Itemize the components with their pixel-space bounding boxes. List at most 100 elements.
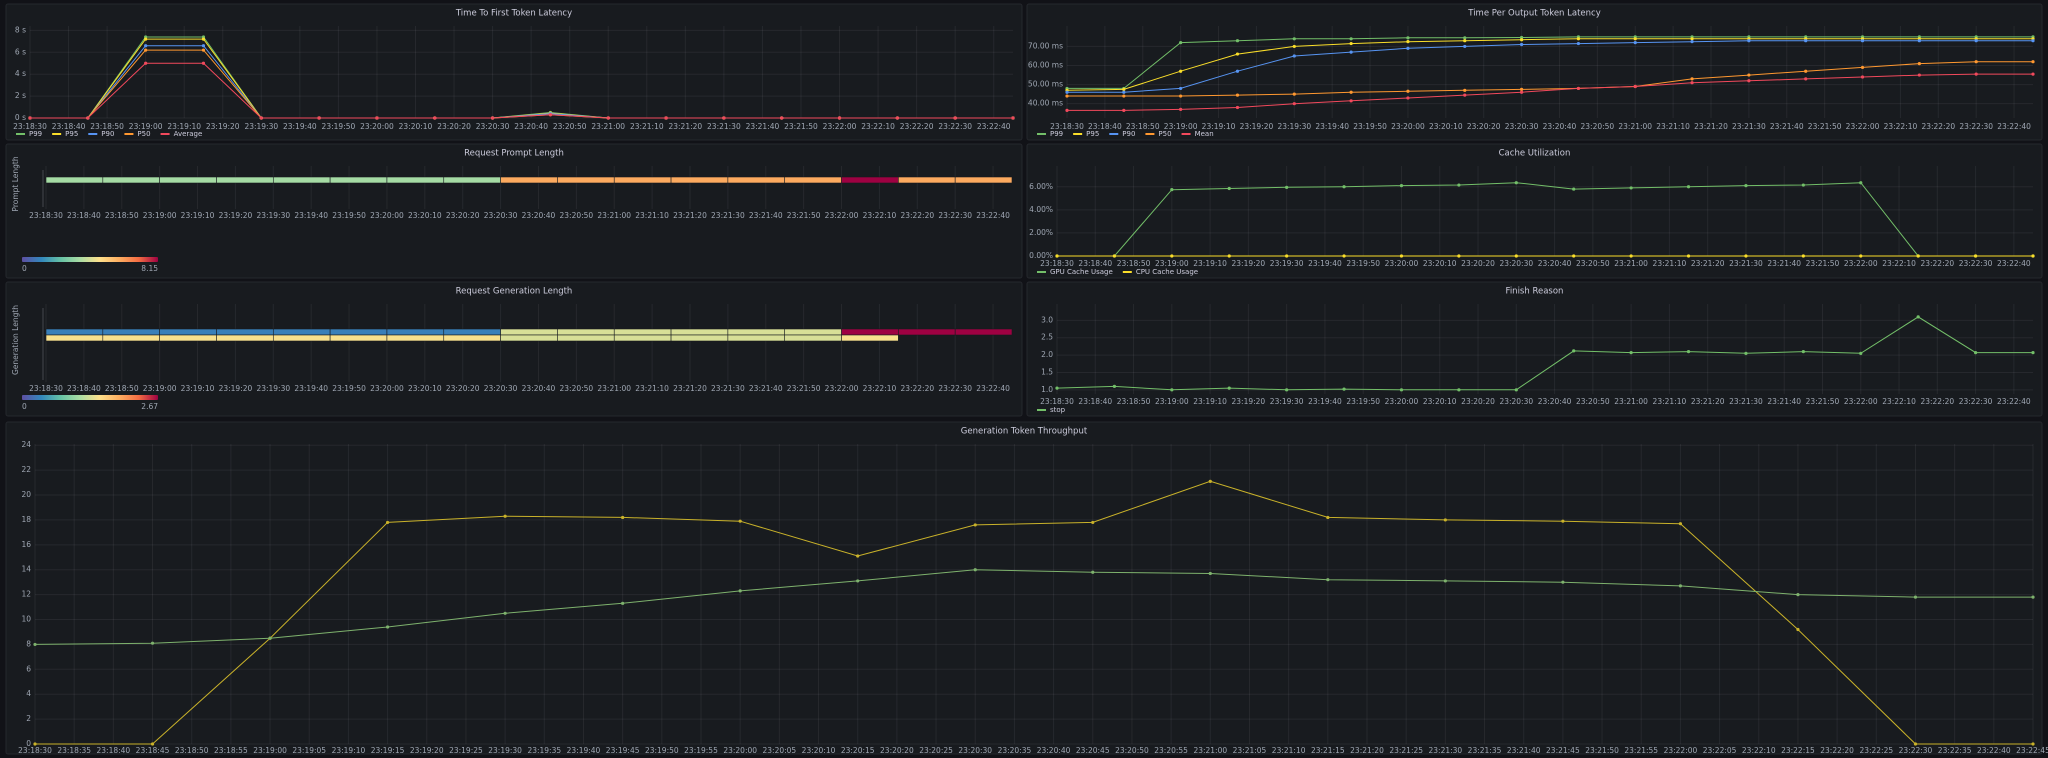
- y-tick-label: 4: [26, 689, 31, 698]
- x-tick-label: 23:18:40: [52, 122, 86, 131]
- x-tick-label: 23:22:20: [900, 384, 934, 393]
- series-line: [1067, 61, 2033, 97]
- y-tick-label: 0 s: [15, 113, 26, 122]
- x-tick-label: 23:21:00: [1193, 746, 1227, 755]
- data-point: [1065, 94, 1069, 98]
- data-point: [1974, 72, 1978, 76]
- data-point: [1399, 254, 1404, 258]
- heatmap-cell: [272, 334, 331, 342]
- x-tick-label: 23:20:00: [1391, 122, 1425, 131]
- series-line: [34, 569, 2033, 645]
- data-point: [1292, 54, 1296, 58]
- x-tick-label: 23:22:25: [1859, 746, 1893, 755]
- y-axis-label: Generation Length: [11, 305, 20, 375]
- panel: [5, 3, 1023, 141]
- x-tick-label: 23:19:50: [1353, 122, 1387, 131]
- data-point: [1514, 388, 1518, 392]
- heatmap-cell: [841, 176, 899, 184]
- data-point: [1443, 579, 1447, 583]
- data-point: [1112, 254, 1117, 258]
- data-point: [1463, 44, 1467, 49]
- x-tick-label: 23:22:40: [1997, 397, 2031, 406]
- x-tick-label: 23:19:00: [1164, 122, 1198, 131]
- heatmap-cell: [216, 334, 274, 342]
- x-tick-label: 23:18:30: [29, 211, 63, 220]
- data-point: [1227, 186, 1231, 191]
- x-tick-label: 23:19:00: [1155, 259, 1189, 268]
- series-line: [1056, 316, 2033, 391]
- data-point: [1170, 254, 1174, 258]
- x-tick-label: 23:22:10: [861, 122, 895, 131]
- data-point: [1686, 185, 1691, 189]
- x-tick-label: 23:22:05: [1703, 746, 1737, 755]
- data-point: [33, 642, 37, 647]
- x-tick-label: 23:18:30: [1050, 122, 1084, 131]
- x-tick-label: 23:19:40: [294, 211, 328, 220]
- data-point: [144, 37, 148, 41]
- x-tick-label: 23:19:50: [1346, 259, 1380, 268]
- heatmap-cell: [329, 328, 388, 336]
- x-tick-label: 23:20:50: [560, 384, 594, 393]
- x-tick-label: 23:21:10: [1656, 122, 1690, 131]
- data-point: [1859, 351, 1863, 355]
- x-tick-label: 23:22:20: [1920, 259, 1954, 268]
- x-tick-label: 23:21:20: [1691, 259, 1725, 268]
- data-point: [1342, 185, 1346, 189]
- x-tick-label: 23:20:30: [1499, 259, 1533, 268]
- data-point: [1576, 37, 1581, 41]
- data-point: [150, 641, 155, 645]
- x-tick-label: 23:21:50: [787, 211, 821, 220]
- x-tick-label: 23:20:30: [484, 211, 518, 220]
- data-point: [953, 116, 957, 120]
- data-point: [1744, 254, 1748, 258]
- data-point: [503, 611, 507, 615]
- x-tick-label: 23:20:40: [1538, 259, 1572, 268]
- data-point: [1011, 116, 1015, 120]
- data-point: [1860, 75, 1865, 79]
- data-point: [1349, 41, 1353, 46]
- x-tick-label: 23:19:40: [567, 746, 601, 755]
- heatmap-cell: [102, 328, 160, 336]
- x-tick-label: 23:20:40: [1543, 122, 1577, 131]
- data-point: [1235, 93, 1240, 97]
- data-point: [144, 35, 148, 39]
- y-tick-label: 2: [26, 714, 31, 723]
- x-tick-label: 23:20:10: [408, 211, 442, 220]
- heatmap-cell: [443, 328, 501, 336]
- x-tick-label: 23:22:10: [1882, 397, 1916, 406]
- data-point: [259, 116, 263, 120]
- heatmap-cell: [898, 176, 956, 184]
- data-point: [1463, 88, 1467, 92]
- x-tick-label: 23:20:10: [399, 122, 433, 131]
- x-tick-label: 23:19:05: [292, 746, 326, 755]
- x-tick-label: 23:19:40: [294, 384, 328, 393]
- x-tick-label: 23:20:10: [1429, 122, 1463, 131]
- data-point: [1399, 388, 1404, 392]
- data-point: [973, 523, 977, 527]
- heatmap-cell: [329, 334, 388, 342]
- data-point: [1091, 570, 1095, 574]
- heatmap-cell: [443, 334, 501, 342]
- data-point: [1686, 350, 1691, 354]
- x-tick-label: 23:19:30: [244, 122, 278, 131]
- heatmap-cell: [500, 334, 558, 342]
- x-tick-label: 23:19:50: [322, 122, 356, 131]
- x-tick-label: 23:21:50: [1585, 746, 1619, 755]
- legend-label: P90: [1122, 130, 1135, 138]
- data-point: [1678, 584, 1683, 588]
- x-tick-label: 23:21:20: [1691, 397, 1725, 406]
- data-point: [1208, 571, 1212, 576]
- x-tick-label: 23:21:00: [597, 384, 631, 393]
- heatmap-cell: [159, 176, 217, 184]
- heatmap-cell: [557, 328, 615, 336]
- x-tick-label: 23:22:10: [863, 384, 897, 393]
- x-tick-label: 23:19:10: [167, 122, 201, 131]
- x-tick-label: 23:22:45: [2016, 746, 2048, 755]
- y-tick-label: 60.00 ms: [1028, 61, 1063, 70]
- x-tick-label: 23:20:20: [446, 211, 480, 220]
- x-tick-label: 23:19:20: [1240, 122, 1274, 131]
- panel: [5, 281, 1023, 417]
- y-tick-label: 8: [26, 639, 31, 648]
- data-point: [837, 116, 842, 120]
